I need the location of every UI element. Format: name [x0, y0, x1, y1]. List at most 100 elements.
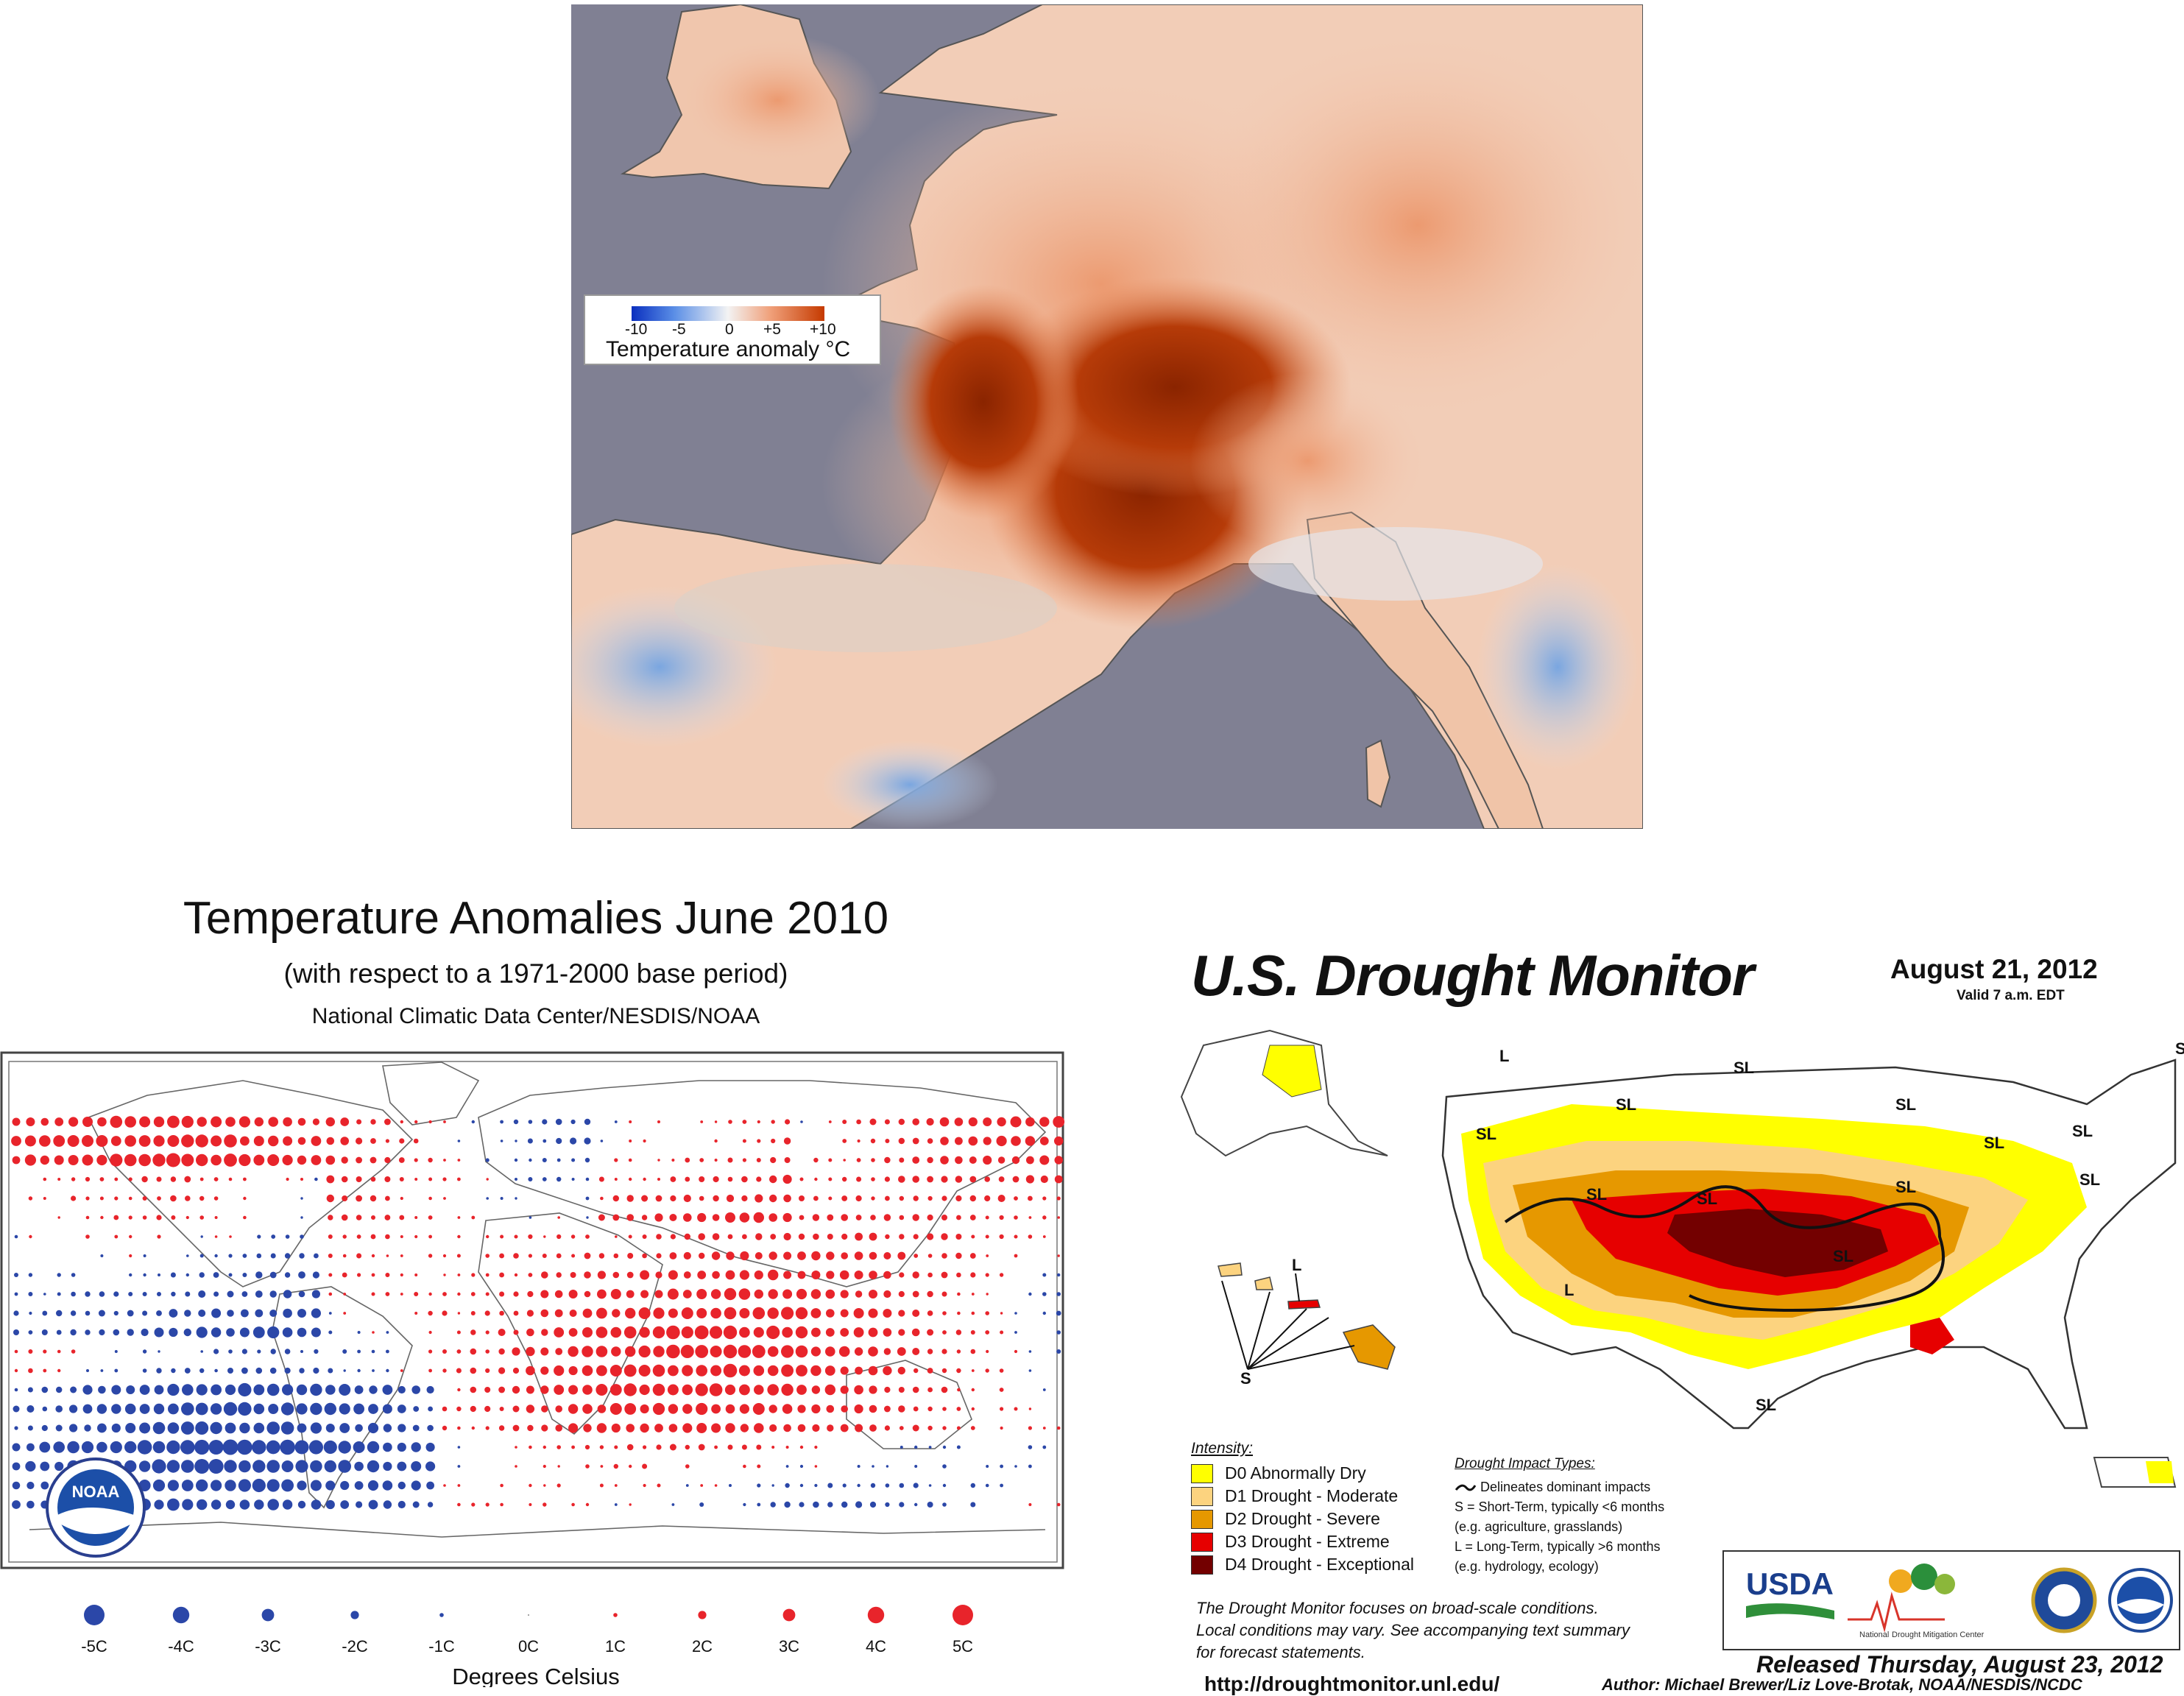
- anomaly-dot: [515, 1140, 517, 1142]
- anomaly-dot: [196, 1153, 208, 1167]
- anomaly-dot: [311, 1136, 322, 1146]
- anomaly-dot: [111, 1404, 121, 1414]
- anomaly-dot: [543, 1235, 546, 1238]
- noaa-source: National Climatic Data Center/NESDIS/NOA…: [311, 1004, 760, 1028]
- anomaly-dot: [699, 1502, 704, 1507]
- anomaly-dot: [955, 1137, 963, 1145]
- anomaly-dot: [812, 1424, 820, 1432]
- anomaly-dot: [414, 1178, 418, 1181]
- anomaly-dot: [911, 1328, 920, 1337]
- anomaly-dot: [743, 1464, 746, 1469]
- anomaly-dot: [69, 1404, 78, 1413]
- anomaly-dot: [139, 1422, 151, 1434]
- anomaly-dot: [12, 1462, 21, 1471]
- anomaly-dot: [382, 1404, 392, 1414]
- anomaly-dot: [457, 1446, 461, 1449]
- anomaly-dot: [985, 1234, 989, 1239]
- anomaly-dot: [384, 1176, 391, 1182]
- anomaly-dot: [199, 1177, 204, 1181]
- anomaly-dot: [738, 1345, 752, 1358]
- anomaly-dot: [983, 1155, 992, 1165]
- anomaly-dot: [927, 1156, 933, 1164]
- anomaly-dot: [67, 1135, 79, 1147]
- anomaly-dot: [597, 1404, 607, 1413]
- anomaly-dot: [385, 1234, 390, 1240]
- anomaly-dot: [527, 1138, 533, 1144]
- europe-legend-tick: -10: [625, 321, 648, 338]
- anomaly-dot: [28, 1273, 33, 1277]
- anomaly-dot: [308, 1440, 323, 1455]
- anomaly-dot: [300, 1234, 304, 1239]
- anomaly-dot: [485, 1426, 490, 1430]
- anomaly-dot: [499, 1253, 504, 1259]
- anomaly-dot: [752, 1307, 766, 1320]
- anomaly-dot: [152, 1459, 166, 1474]
- anomaly-dot: [723, 1363, 738, 1378]
- anomaly-dot: [1014, 1465, 1017, 1468]
- anomaly-dot: [669, 1444, 676, 1451]
- anomaly-dot: [297, 1327, 307, 1338]
- anomaly-dot: [142, 1292, 147, 1296]
- anomaly-dot: [1028, 1369, 1032, 1372]
- anomaly-dot: [941, 1349, 947, 1354]
- anomaly-dot: [828, 1158, 833, 1162]
- anomaly-dot: [696, 1402, 708, 1416]
- anomaly-dot: [609, 1384, 622, 1396]
- map-label: SL: [1895, 1095, 1916, 1114]
- scale-label: 0C: [518, 1637, 539, 1656]
- anomaly-dot: [127, 1310, 134, 1317]
- anomaly-dot: [457, 1484, 461, 1487]
- anomaly-dot: [311, 1499, 322, 1510]
- anomaly-dot: [526, 1310, 534, 1317]
- anomaly-dot: [739, 1270, 750, 1280]
- anomaly-dot: [927, 1254, 933, 1258]
- scale-label: -3C: [255, 1637, 281, 1656]
- anomaly-dot: [670, 1176, 676, 1182]
- anomaly-dot: [740, 1251, 749, 1261]
- anomaly-dot: [652, 1383, 665, 1396]
- anomaly-dot: [955, 1176, 963, 1183]
- anomaly-dot: [181, 1402, 194, 1416]
- anomaly-dot: [14, 1234, 18, 1239]
- anomaly-dot: [626, 1424, 635, 1432]
- hawaii-island: [1287, 1299, 1321, 1310]
- anomaly-dot: [382, 1480, 393, 1491]
- anomaly-dot: [612, 1214, 620, 1221]
- anomaly-dot: [942, 1464, 947, 1469]
- anomaly-dot: [682, 1290, 692, 1298]
- anomaly-dot: [281, 1460, 294, 1472]
- anomaly-dot: [43, 1349, 47, 1354]
- anomaly-dot: [211, 1499, 222, 1510]
- anomaly-dot: [227, 1310, 234, 1317]
- europe-legend-tick: +5: [763, 321, 781, 338]
- drought-url[interactable]: http://droughtmonitor.unl.edu/: [1204, 1672, 1500, 1695]
- anomaly-dot: [24, 1135, 36, 1147]
- anomaly-dot: [370, 1176, 376, 1182]
- anomaly-dot: [623, 1326, 637, 1339]
- intensity-row: D4 Drought - Exceptional: [1191, 1553, 1456, 1576]
- anomaly-dot: [582, 1327, 593, 1338]
- anomaly-dot: [841, 1252, 848, 1259]
- anomaly-dot: [898, 1137, 905, 1145]
- anomaly-dot: [855, 1195, 862, 1202]
- anomaly-dot: [914, 1465, 918, 1468]
- anomaly-dot: [883, 1290, 891, 1298]
- anomaly-dot: [26, 1405, 35, 1413]
- anomaly-dot: [927, 1349, 933, 1354]
- anomaly-dot: [913, 1406, 919, 1412]
- anomaly-dot: [255, 1309, 264, 1318]
- anomaly-dot: [267, 1326, 280, 1339]
- anomaly-dot: [955, 1234, 962, 1240]
- anomaly-dot: [170, 1195, 177, 1202]
- anomaly-dot: [623, 1364, 637, 1377]
- anomaly-dot: [110, 1441, 122, 1454]
- anomaly-dot: [869, 1501, 877, 1508]
- anomaly-dot: [842, 1139, 847, 1143]
- anomaly-dot: [110, 1136, 121, 1146]
- anomaly-dot: [643, 1177, 646, 1181]
- anomaly-dot: [314, 1349, 319, 1354]
- anomaly-dot: [512, 1367, 520, 1374]
- anomaly-dot: [1010, 1116, 1022, 1128]
- anomaly-dot: [456, 1406, 462, 1412]
- anomaly-dot: [457, 1234, 461, 1239]
